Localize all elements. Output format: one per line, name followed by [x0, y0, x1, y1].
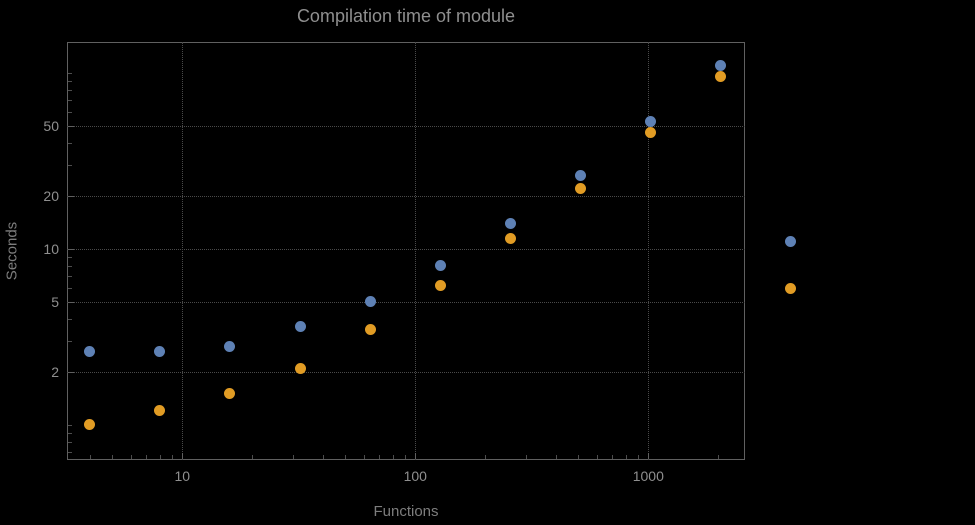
data-point-series-2 — [504, 232, 516, 244]
y-minor-tick — [68, 432, 72, 434]
data-point-series-2 — [434, 279, 446, 291]
x-minor-tick — [578, 455, 580, 459]
x-minor-tick — [404, 455, 406, 459]
x-minor-tick — [526, 455, 528, 459]
y-minor-tick — [68, 164, 72, 166]
y-minor-tick — [68, 451, 72, 453]
y-major-tick — [68, 248, 74, 250]
y-gridline — [67, 301, 745, 303]
y-major-tick — [68, 125, 74, 127]
x-minor-tick — [159, 455, 161, 459]
y-tick-label: 2 — [51, 363, 59, 380]
data-point-series-1 — [645, 115, 657, 127]
x-minor-tick — [322, 455, 324, 459]
y-minor-tick — [68, 276, 72, 278]
data-point-series-2 — [364, 323, 376, 335]
y-major-tick — [68, 301, 74, 303]
y-minor-tick — [68, 111, 72, 113]
data-point-series-1 — [504, 217, 516, 229]
data-point-series-2 — [84, 419, 96, 431]
x-minor-tick — [345, 455, 347, 459]
y-gridline — [67, 371, 745, 373]
x-axis-label: Functions — [373, 503, 439, 520]
x-minor-tick — [392, 455, 394, 459]
y-gridline — [67, 125, 745, 127]
y-axis-label: Seconds — [3, 221, 21, 281]
x-gridline — [648, 42, 650, 460]
y-major-tick — [68, 195, 74, 197]
data-point-series-2 — [715, 71, 727, 83]
data-point-series-2 — [575, 183, 587, 195]
y-minor-tick — [68, 72, 72, 74]
data-point-series-1 — [364, 296, 376, 308]
x-minor-tick — [171, 455, 173, 459]
y-gridline — [67, 248, 745, 250]
data-point-series-1 — [224, 340, 236, 352]
y-tick-label: 5 — [51, 293, 59, 310]
x-minor-tick — [130, 455, 132, 459]
y-minor-tick — [68, 424, 72, 426]
x-tick-label: 100 — [403, 468, 427, 484]
y-minor-tick — [68, 256, 72, 258]
x-minor-tick — [363, 455, 365, 459]
y-tick-label: 50 — [43, 117, 59, 134]
plot-frame — [67, 42, 745, 460]
data-point-series-1 — [715, 60, 727, 72]
data-point-series-1 — [294, 321, 306, 333]
x-minor-tick — [718, 455, 720, 459]
x-minor-tick — [625, 455, 627, 459]
y-tick-label: 10 — [43, 240, 59, 257]
y-minor-tick — [68, 318, 72, 320]
x-minor-tick — [596, 455, 598, 459]
y-minor-tick — [68, 287, 72, 289]
x-gridline — [415, 42, 417, 460]
legend-marker-series-2 — [785, 283, 796, 294]
x-minor-tick — [379, 455, 381, 459]
x-major-tick — [415, 453, 417, 459]
x-minor-tick — [252, 455, 254, 459]
y-minor-tick — [68, 340, 72, 342]
data-point-series-2 — [294, 362, 306, 374]
x-major-tick — [182, 453, 184, 459]
data-point-series-1 — [154, 346, 166, 358]
data-point-series-2 — [224, 388, 236, 400]
legend-marker-series-1 — [785, 236, 796, 247]
data-point-series-1 — [84, 346, 96, 358]
y-minor-tick — [68, 265, 72, 267]
y-minor-tick — [68, 441, 72, 443]
chart-title: Compilation time of module — [296, 6, 516, 26]
data-point-series-2 — [645, 126, 657, 138]
data-point-series-1 — [575, 170, 587, 182]
y-minor-tick — [68, 142, 72, 144]
x-minor-tick — [555, 455, 557, 459]
x-minor-tick — [612, 455, 614, 459]
x-minor-tick — [89, 455, 91, 459]
x-minor-tick — [112, 455, 114, 459]
x-gridline — [182, 42, 184, 460]
x-minor-tick — [485, 455, 487, 459]
y-minor-tick — [68, 90, 72, 91]
x-major-tick — [648, 453, 650, 459]
x-minor-tick — [146, 455, 148, 459]
data-point-series-2 — [154, 405, 166, 417]
y-major-tick — [68, 371, 74, 373]
x-minor-tick — [293, 455, 295, 459]
x-minor-tick — [637, 455, 639, 459]
data-point-series-1 — [434, 260, 446, 272]
x-tick-label: 10 — [174, 468, 191, 484]
y-minor-tick — [68, 81, 72, 83]
y-gridline — [67, 195, 745, 197]
x-tick-label: 1000 — [632, 468, 664, 484]
y-tick-label: 20 — [43, 187, 59, 204]
y-minor-tick — [68, 100, 72, 102]
